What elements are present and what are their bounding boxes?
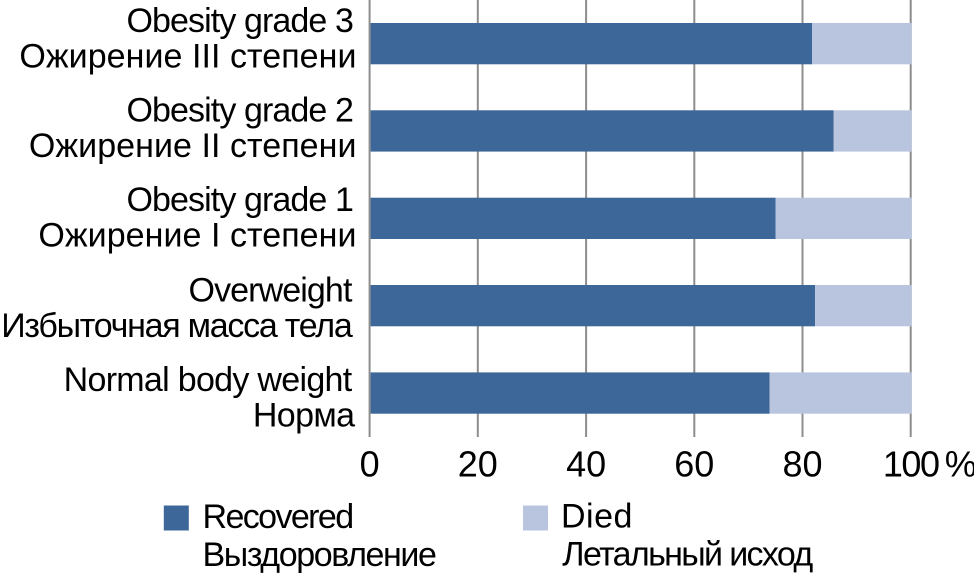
svg-text:60: 60 (674, 444, 714, 485)
svg-text:Overweight: Overweight (189, 272, 353, 310)
svg-text:Избыточная масса тела: Избыточная масса тела (1, 307, 353, 345)
svg-text:Ожирение II степени: Ожирение II степени (29, 127, 357, 165)
svg-text:100: 100 (883, 444, 939, 485)
svg-text:Ожирение I степени: Ожирение I степени (38, 217, 356, 255)
svg-text:20: 20 (458, 444, 498, 485)
svg-text:Normal body weight: Normal body weight (64, 361, 353, 399)
svg-text:Ожирение III степени: Ожирение III степени (19, 37, 356, 75)
svg-text:Obesity grade 3: Obesity grade 3 (126, 2, 353, 40)
svg-text:Obesity grade 2: Obesity grade 2 (126, 92, 353, 130)
svg-text:Recovered: Recovered (203, 498, 353, 536)
svg-text:Летальный исход: Летальный исход (562, 536, 813, 574)
svg-text:0: 0 (360, 444, 380, 485)
svg-text:Выздоровление: Выздоровление (203, 536, 437, 574)
svg-text:Норма: Норма (253, 396, 355, 434)
svg-text:%: % (945, 444, 974, 485)
svg-text:Died: Died (561, 498, 633, 536)
svg-text:Obesity grade 1: Obesity grade 1 (126, 181, 353, 219)
svg-text:80: 80 (782, 444, 822, 485)
svg-text:40: 40 (566, 444, 606, 485)
